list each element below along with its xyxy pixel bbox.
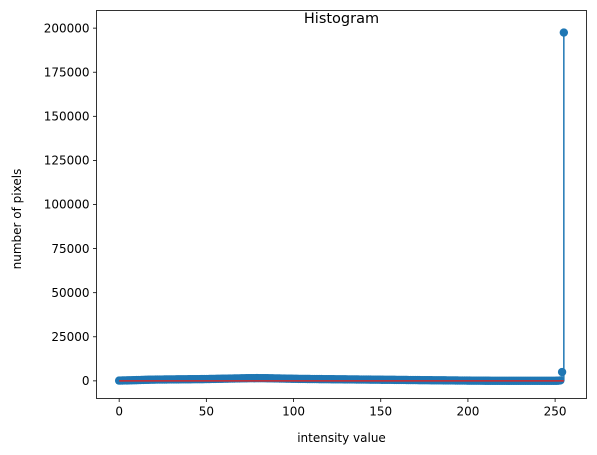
x-axis: 0 50 100 150 200 250 [115,398,567,419]
y-tick-label: 150000 [44,110,90,124]
x-tick-label: 150 [369,405,392,419]
x-tick-label: 200 [456,405,479,419]
plot-area [114,28,569,386]
chart-title: Histogram [304,11,379,27]
y-tick-label: 125000 [44,154,90,168]
y-tick-label: 50000 [51,286,89,300]
y-axis-label: number of pixels [10,169,24,270]
x-tick-label: 0 [115,405,123,419]
y-tick-label: 0 [82,374,90,388]
y-tick-label: 175000 [44,65,90,79]
y-tick-label: 75000 [51,242,89,256]
y-axis: 0 25000 50000 75000 100000 125000 150000 175000… [44,21,97,388]
x-tick-label: 100 [282,405,305,419]
stem-marker [557,367,567,377]
y-tick-label: 100000 [44,198,90,212]
x-tick-label: 250 [544,405,567,419]
stem-marker [559,28,569,37]
y-tick-label: 200000 [44,21,90,35]
y-tick-label: 25000 [51,330,89,344]
x-axis-label: intensity value [297,431,386,445]
x-tick-label: 50 [199,405,214,419]
